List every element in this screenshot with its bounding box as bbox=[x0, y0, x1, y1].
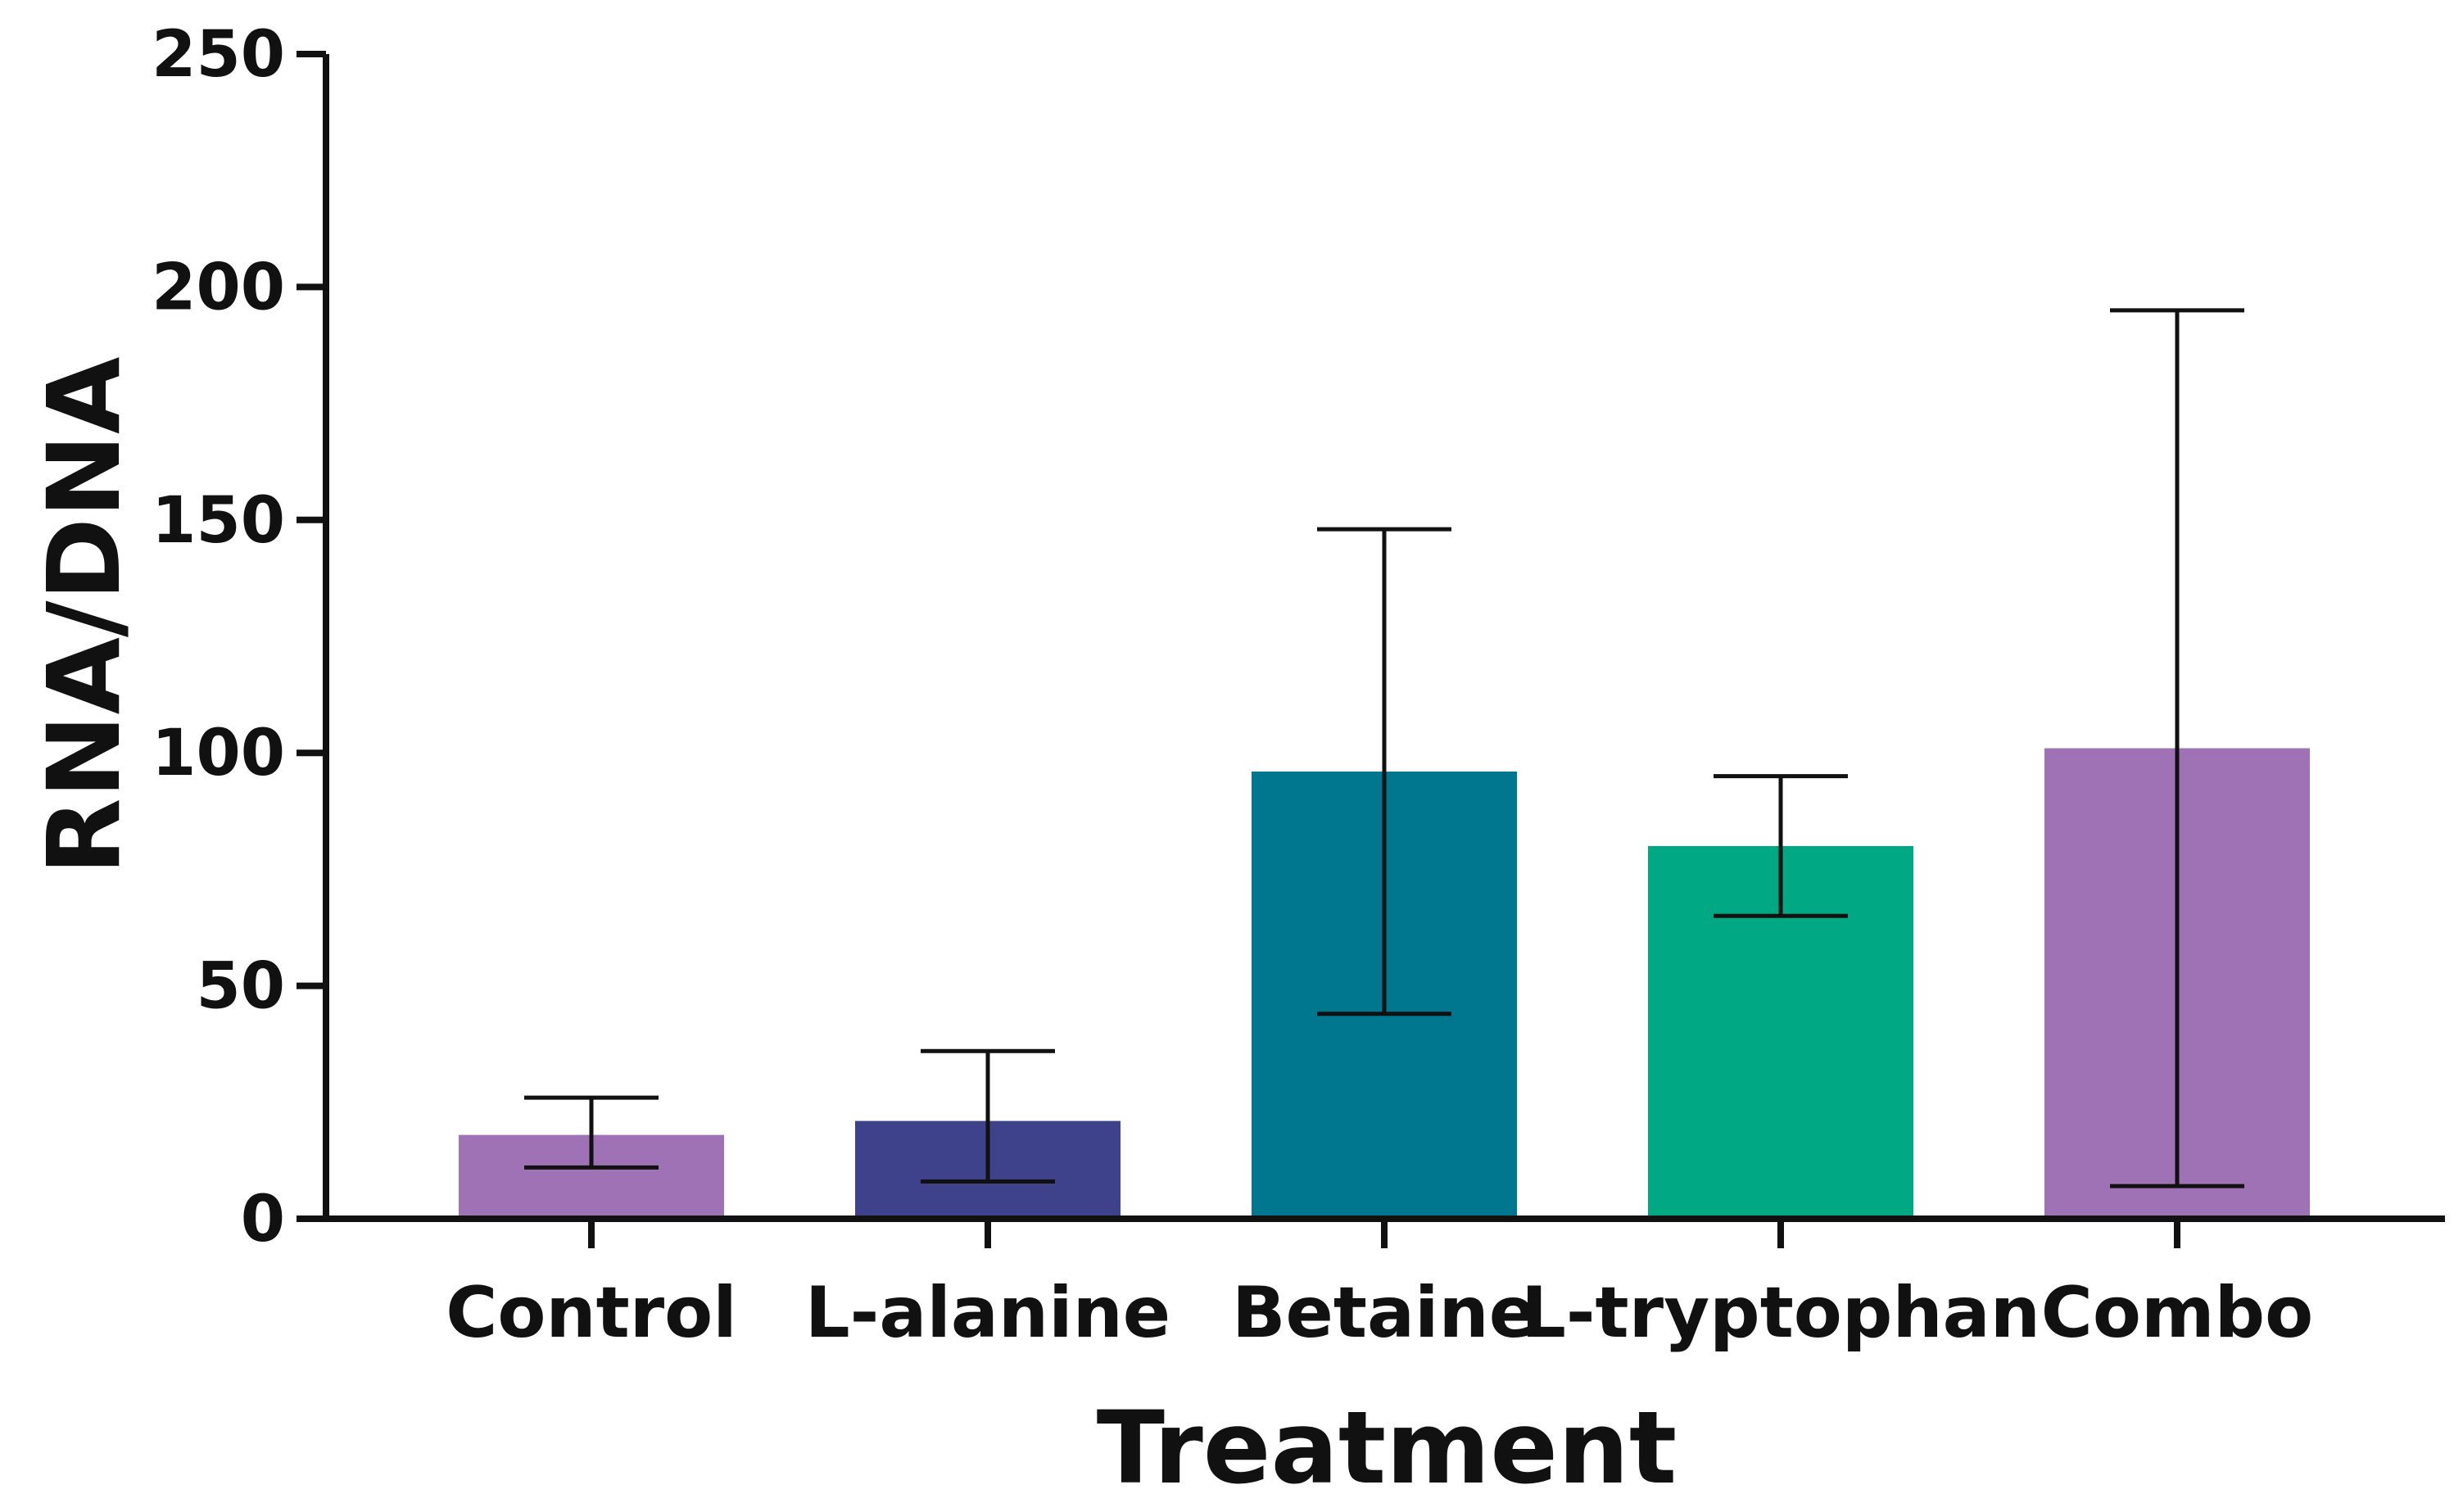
x-tick-label-l-alanine: L-alanine bbox=[805, 1272, 1170, 1354]
x-tick-label-control: Control bbox=[446, 1272, 737, 1354]
y-axis-title: RNA/DNA bbox=[26, 357, 143, 876]
axes-group bbox=[297, 51, 2445, 1248]
y-tick-label-200: 200 bbox=[152, 251, 285, 324]
y-tick-label-250: 250 bbox=[152, 18, 285, 92]
x-axis-title: Treatment bbox=[1097, 1390, 1677, 1506]
y-tick-label-100: 100 bbox=[152, 717, 285, 790]
x-tick-label-combo: Combo bbox=[2041, 1272, 2313, 1354]
x-tick-label-betaine: Betaine bbox=[1232, 1272, 1537, 1354]
y-tick-label-50: 50 bbox=[196, 950, 285, 1024]
y-tick-label-0: 0 bbox=[241, 1183, 285, 1256]
error-bars-group bbox=[524, 308, 2244, 1188]
y-tick-label-150: 150 bbox=[152, 484, 285, 558]
labels-group: 0 50 100 150 200 250 Control L-alanine BetaineL-… bbox=[152, 18, 2313, 1354]
x-tick-label-l-tryptophan: L-tryptophan bbox=[1521, 1272, 2040, 1354]
